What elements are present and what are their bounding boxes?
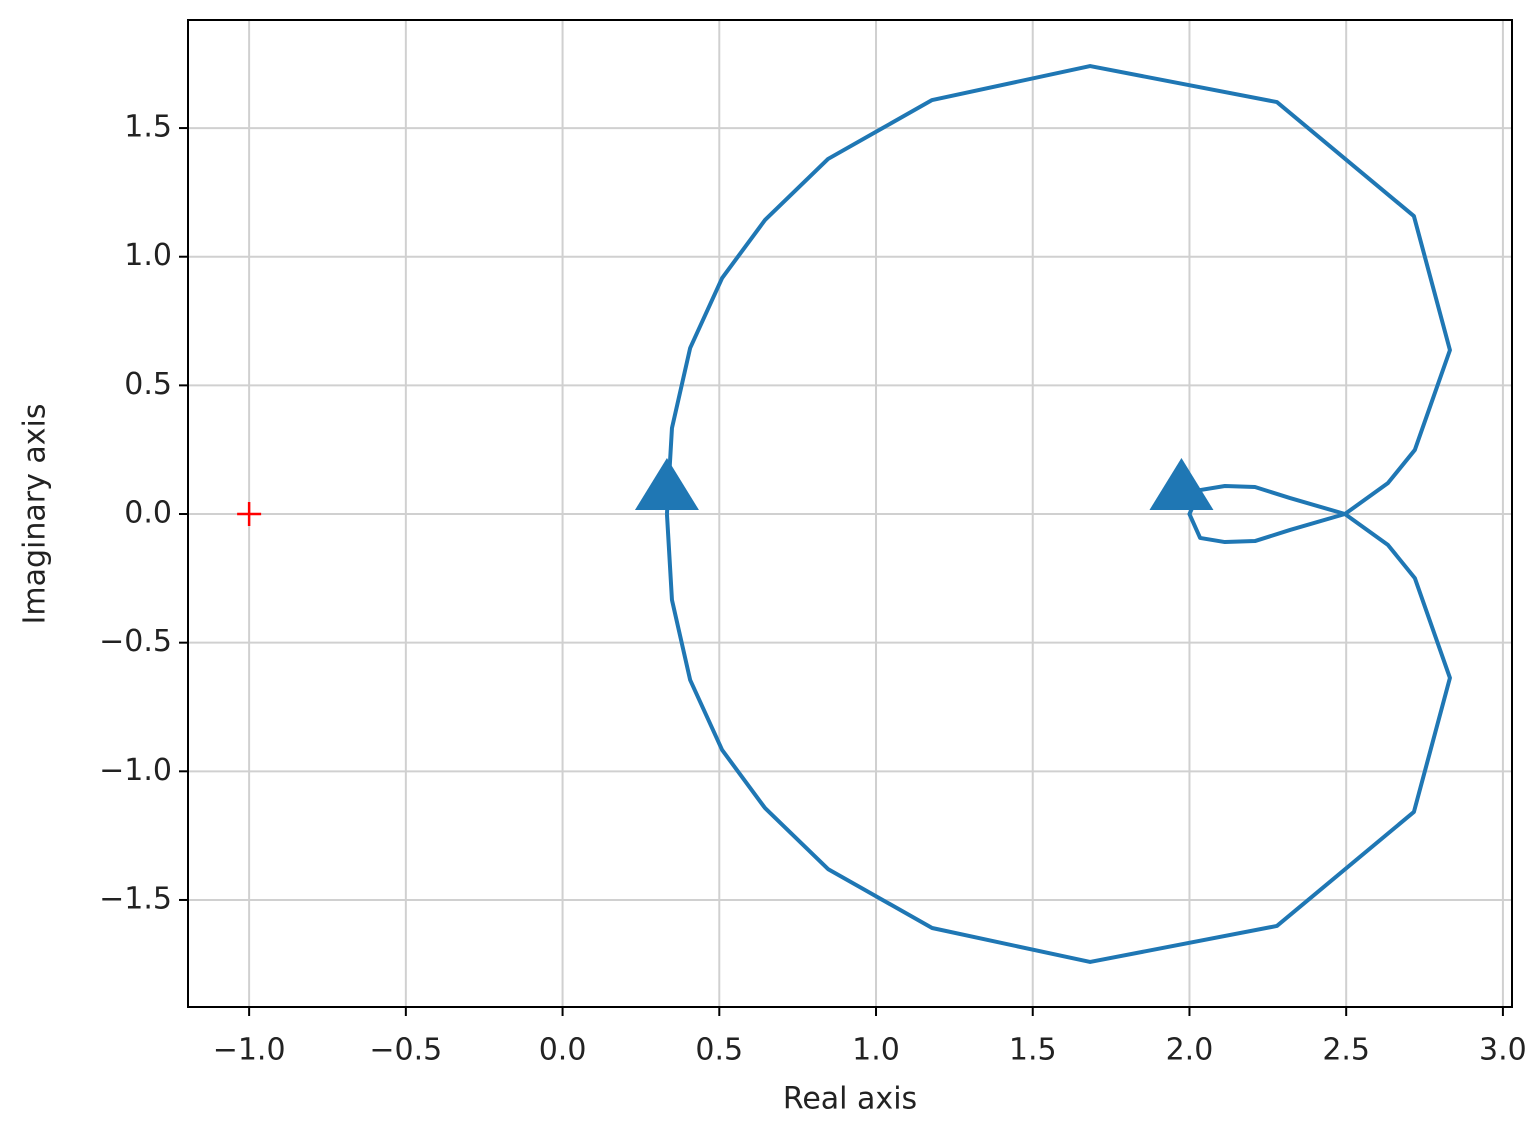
plot-frame (187, 19, 1513, 1008)
x-tick-label: 0.0 (539, 1033, 587, 1068)
x-tick-label: 3.0 (1479, 1033, 1527, 1068)
x-tick-label: 1.0 (852, 1033, 900, 1068)
nyquist-curve (664, 64, 1452, 964)
x-tick-label: 1.5 (1009, 1033, 1057, 1068)
x-tick-label: −0.5 (369, 1033, 442, 1068)
y-tick-label: −0.5 (99, 624, 172, 659)
y-tick-label: −1.5 (99, 881, 172, 916)
x-tick-label: 0.5 (695, 1033, 743, 1068)
x-tick-label: 2.5 (1322, 1033, 1370, 1068)
y-tick-label: 1.5 (124, 110, 172, 145)
y-axis-label: Imaginary axis (18, 404, 53, 625)
x-axis-label: Real axis (783, 1082, 917, 1117)
y-tick-label: 1.0 (124, 238, 172, 273)
y-tick-label: 0.5 (124, 367, 172, 402)
x-tick-label: −1.0 (213, 1033, 286, 1068)
critical-point (237, 502, 262, 527)
x-tick-label: 2.0 (1166, 1033, 1214, 1068)
y-tick-label: 0.0 (124, 496, 172, 531)
direction-arrow (1149, 458, 1214, 511)
y-tick-label: −1.0 (99, 753, 172, 788)
direction-arrow (634, 458, 699, 511)
